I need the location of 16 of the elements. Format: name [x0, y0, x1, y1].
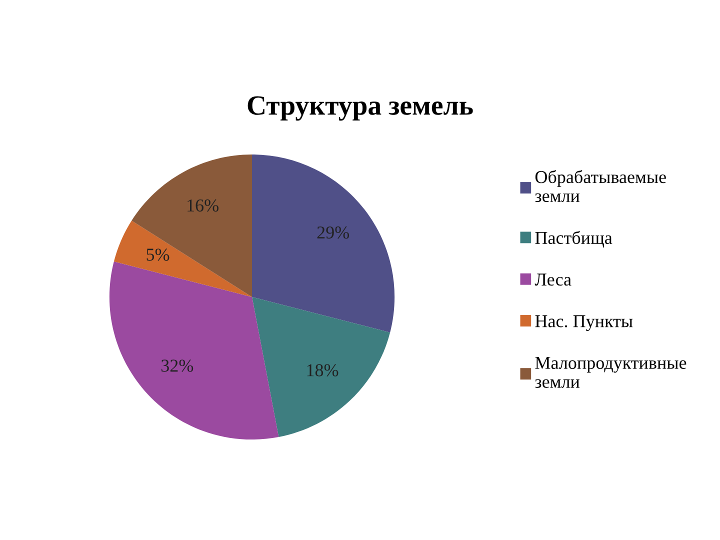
legend-label: Малопродуктивные земли: [535, 356, 686, 388]
legend-label: Обрабатываемые земли: [535, 170, 666, 202]
pie-slice: [252, 154, 395, 332]
pie-slice: [252, 297, 390, 438]
legend-label: Пастбища: [535, 230, 612, 248]
legend-label: Леса: [534, 274, 572, 286]
pie-slice: [132, 154, 252, 297]
pie-slice: [114, 220, 252, 297]
pie-slice: [109, 262, 279, 440]
data-label: 18%: [307, 364, 338, 376]
legend-label: Нас. Пункты: [535, 315, 633, 332]
data-label: 32%: [161, 360, 194, 372]
data-label: 16%: [188, 199, 218, 212]
data-label: 29%: [317, 226, 350, 239]
chart-title: Структура земель: [248, 96, 473, 121]
data-label: 5%: [146, 248, 170, 261]
